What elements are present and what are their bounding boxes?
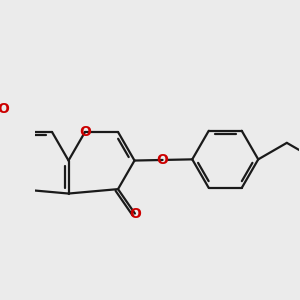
Text: O: O bbox=[0, 101, 10, 116]
Text: O: O bbox=[157, 153, 169, 167]
Text: O: O bbox=[129, 206, 141, 220]
Text: O: O bbox=[79, 125, 91, 139]
